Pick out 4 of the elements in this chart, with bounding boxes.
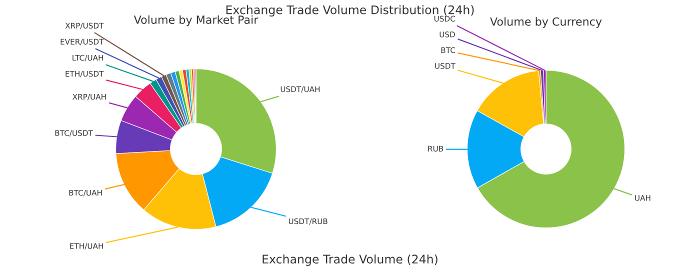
chart-title: Volume by Market Pair	[134, 15, 258, 26]
text: Exchange Trade Volume (24h)	[262, 254, 438, 266]
chart-title: Volume by Currency	[490, 17, 602, 28]
text: Exchange Trade Volume Distribution (24h)	[226, 5, 474, 17]
